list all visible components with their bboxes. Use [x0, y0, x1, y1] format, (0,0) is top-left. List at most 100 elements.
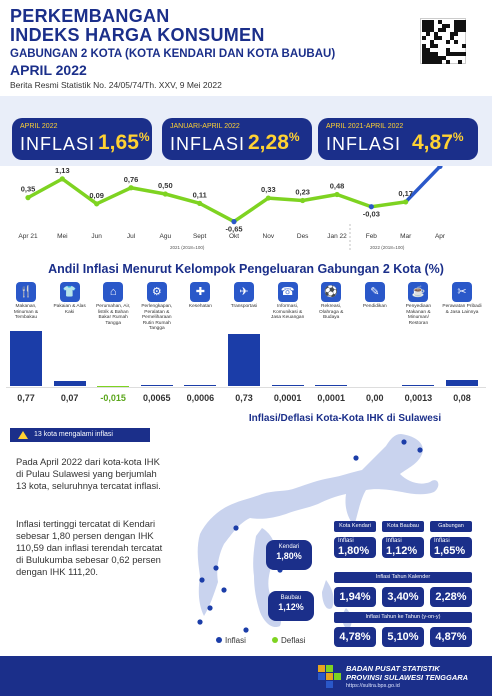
card-label: APRIL 2021-APRIL 2022 [326, 123, 404, 130]
data-label: 0,11 [193, 190, 207, 199]
category-label: Transportasi [230, 304, 258, 309]
card-value: 4,87% [412, 130, 464, 154]
org-province: PROVINSI SULAWESI TENGGARA [346, 673, 469, 682]
card-yoy: APRIL 2021-APRIL 2022 INFLASI 4,87% [318, 118, 478, 160]
andil-value: 0,0001 [273, 393, 302, 403]
andil-bar [271, 384, 304, 386]
paragraph-2: Inflasi tertinggi tercatat di Kendari se… [16, 518, 163, 577]
line-segment [300, 192, 339, 203]
line-segment [94, 186, 133, 206]
data-label: -0,65 [225, 225, 242, 234]
personal-care-icon: ✂ [452, 282, 472, 302]
org-name: BADAN PUSAT STATISTIK [346, 664, 440, 673]
inflation-line-chart: 2021 (2018=100) 2022 (2018=100) 0,35 Apr … [18, 166, 446, 252]
data-point [300, 197, 306, 204]
data-label: 0,17 [398, 189, 413, 198]
org-url[interactable]: https://sultra.bps.go.id [346, 683, 400, 689]
x-tick-label: Sept [193, 233, 207, 240]
category-household: ⚙ Perlengkapan, Peralatan & Pemeliharaan … [137, 282, 177, 332]
card-jan-apr: JANUARI-APRIL 2022 INFLASI 2,28% [162, 118, 312, 160]
map-title: Inflasi/Deflasi Kota-Kota IHK di Sulawes… [248, 413, 442, 424]
card-text: INFLASI [170, 134, 246, 154]
line-segment [232, 196, 271, 224]
andil-bar [97, 386, 130, 388]
data-point [403, 199, 409, 205]
x-tick-label: Nov [263, 233, 275, 240]
andil-bar [315, 384, 348, 386]
data-label: 0,35 [21, 185, 36, 194]
col-baubau: Kota Baubau [382, 521, 424, 532]
x-tick-label: Jul [127, 233, 136, 240]
andil-value: 0,0006 [186, 393, 215, 403]
data-label: 0,23 [295, 187, 310, 196]
house-icon: ⌂ [103, 282, 124, 302]
restaurant-icon: ☕ [408, 282, 429, 302]
legend-inflasi: Inflasi [216, 636, 246, 645]
x-tick-label: Apr [435, 233, 446, 240]
category-label: Pendidikan [362, 304, 387, 309]
col-gabungan: Gabungan [430, 521, 472, 532]
card-april: APRIL 2022 INFLASI 1,65% [12, 118, 152, 160]
data-point [94, 201, 100, 207]
subtitle: GABUNGAN 2 KOTA (KOTA KENDARI DAN KOTA B… [10, 48, 336, 60]
data-label: 0,50 [158, 181, 173, 190]
data-point [368, 204, 374, 210]
line-segment [163, 192, 202, 206]
line-segment [266, 196, 305, 203]
andil-value: 0,0001 [317, 393, 345, 403]
qr-code-icon[interactable] [420, 18, 466, 64]
data-label: 0,09 [89, 191, 104, 200]
data-label: 1,13 [55, 166, 70, 175]
category-label: Perumahan, Air, listrik & Bahan Bakar Ru… [96, 304, 131, 326]
line-segment [197, 201, 236, 224]
base-note-left: 2021 (2018=100) [170, 245, 205, 250]
data-point [197, 200, 203, 206]
row2-gabungan: 2,28% [430, 587, 472, 607]
category-house: ⌂ Perumahan, Air, listrik & Bahan Bakar R… [93, 282, 133, 326]
category-health: ✚ Kesehatan [180, 282, 220, 310]
x-tick-label: Jun [91, 233, 102, 240]
category-label: Perlengkapan, Peralatan & Pemeliharaan R… [141, 304, 173, 332]
data-label: -0,03 [363, 210, 380, 219]
category-plane: ✈ Transportasi [224, 282, 264, 310]
bps-logo-icon [318, 665, 341, 688]
education-icon: ✎ [364, 282, 385, 302]
kendari-bubble: Kendari 1,80% [266, 540, 312, 570]
andil-bar [446, 380, 478, 386]
category-label: Rekreasi, Olahraga & Budaya [319, 304, 344, 321]
data-point [265, 195, 271, 201]
data-point [59, 176, 65, 182]
phone-icon: ☎ [277, 282, 298, 302]
andil-bar [10, 331, 42, 386]
category-label: Kesehatan [188, 304, 212, 309]
row2-baubau: 3,40% [382, 587, 424, 607]
category-personal-care: ✂ Perawatan Pribadi & Jasa Lainnya [442, 282, 482, 315]
berita-number: Berita Resmi Statistik No. 24/05/74/Th. … [10, 80, 222, 90]
x-tick-label: Des [297, 233, 309, 240]
food-icon: 🍴 [16, 282, 36, 302]
x-tick-label: Apr 21 [18, 233, 38, 240]
andil-bar [228, 333, 260, 386]
andil-bar [53, 381, 86, 386]
card-text: INFLASI [326, 134, 402, 154]
category-sport: ⚽ Rekreasi, Olahraga & Budaya [311, 282, 351, 321]
paragraph-1: Pada April 2022 dari kota-kota IHK di Pu… [16, 456, 161, 491]
line-segment [129, 186, 168, 196]
andil-bar [402, 384, 435, 386]
baubau-bubble: Baubau 1,12% [268, 591, 314, 621]
row2-kendari: 1,94% [334, 587, 376, 607]
category-food: 🍴 Makanan, Minuman & Tembakau [6, 282, 46, 321]
col-kendari: Kota Kendari [334, 521, 376, 532]
triangle-icon [18, 431, 28, 439]
base-note-right: 2022 (2018=100) [370, 245, 405, 250]
andil-title: Andil Inflasi Menurut Kelompok Pengeluar… [48, 262, 444, 276]
row1-gabungan: Inflasi 1,65% [430, 537, 472, 558]
data-label: 0,33 [261, 185, 276, 194]
category-phone: ☎ Informasi, Komunikasi & Jasa Keuangan [268, 282, 308, 321]
card-text: INFLASI [20, 134, 96, 154]
title-line2: INDEKS HARGA KONSUMEN [10, 25, 265, 45]
title-line1: PERKEMBANGAN [10, 6, 170, 26]
andil-bar [140, 384, 173, 386]
row3-kendari: 4,78% [334, 627, 376, 647]
row2-title: Inflasi Tahun Kalender [334, 572, 472, 583]
